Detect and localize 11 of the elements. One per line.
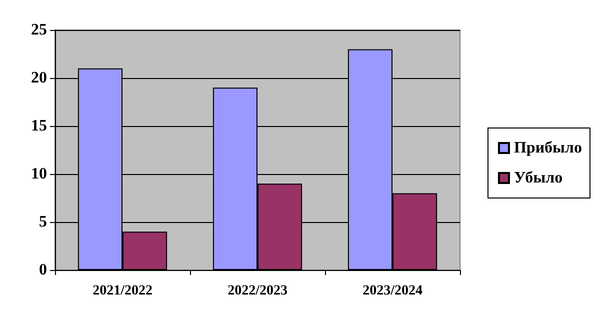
y-tick-label: 5 [39,214,47,230]
y-tick-label: 10 [31,166,47,182]
legend-label: Убыло [514,170,563,186]
x-tick-label: 2023/2024 [362,284,422,298]
x-tick-label: 2021/2022 [92,284,152,298]
y-tick-label: 20 [31,70,47,86]
legend-label: Прибыло [514,140,582,156]
x-tick-label: 2022/2023 [228,284,288,298]
y-tick-label: 25 [31,22,47,38]
y-tick-label: 15 [31,118,47,134]
y-tick-label: 0 [39,262,47,278]
